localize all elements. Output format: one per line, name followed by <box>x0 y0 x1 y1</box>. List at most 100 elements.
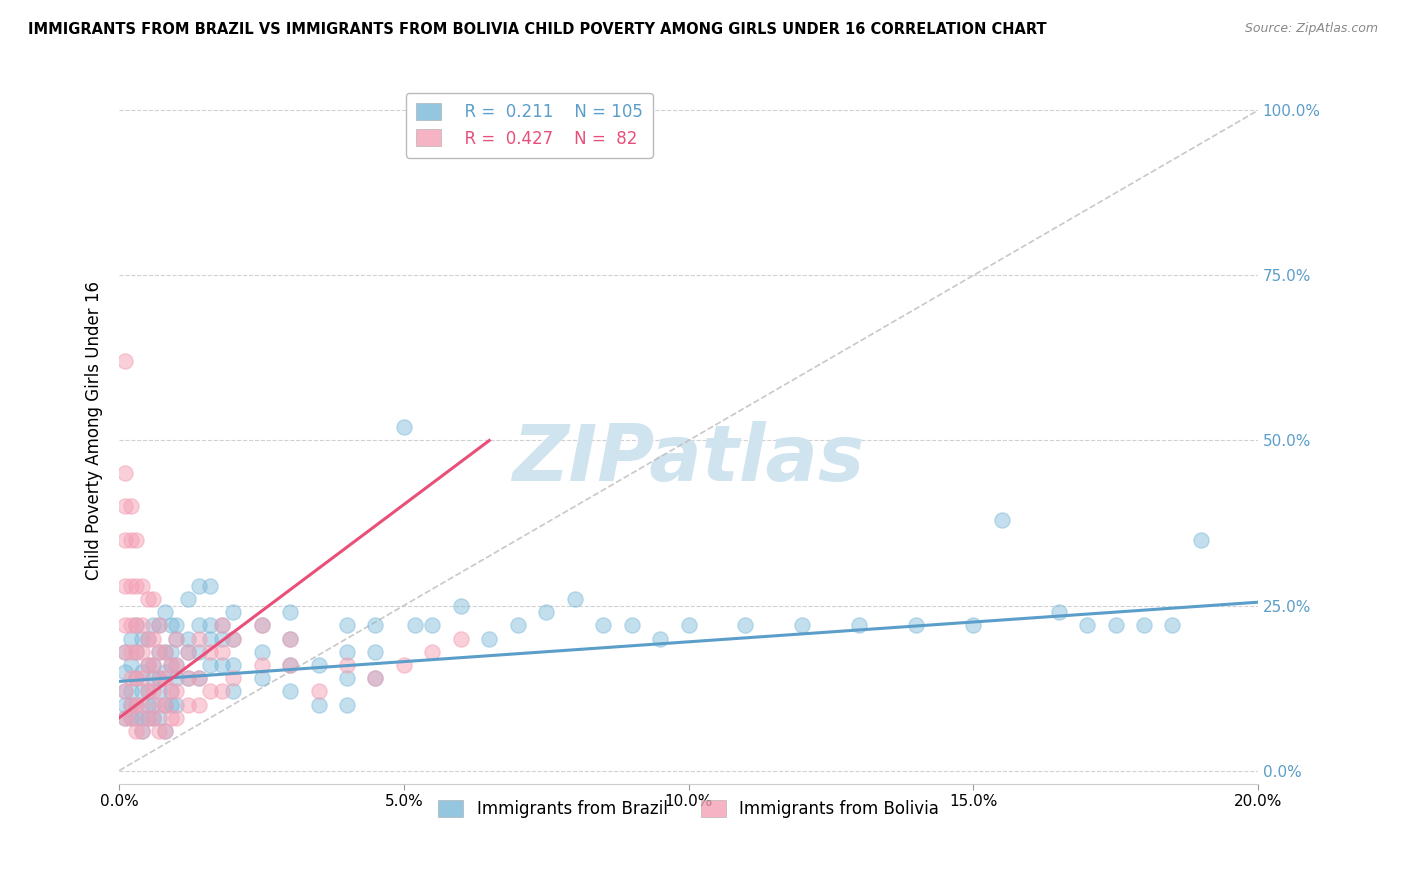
Point <box>176 645 198 659</box>
Point <box>165 632 187 646</box>
Y-axis label: Child Poverty Among Girls Under 16: Child Poverty Among Girls Under 16 <box>86 281 103 580</box>
Point <box>211 657 233 672</box>
Point <box>278 632 301 646</box>
Point <box>120 698 142 712</box>
Point <box>114 684 136 698</box>
Point <box>364 671 387 685</box>
Point <box>142 657 165 672</box>
Point <box>131 698 153 712</box>
Point <box>165 671 187 685</box>
Point <box>592 618 614 632</box>
Point <box>114 684 136 698</box>
Point <box>188 671 211 685</box>
Point <box>120 579 142 593</box>
Point <box>620 618 643 632</box>
Point <box>136 632 159 646</box>
Point <box>222 657 245 672</box>
Point <box>125 618 148 632</box>
Point <box>131 618 153 632</box>
Point <box>120 500 142 514</box>
Point <box>200 632 222 646</box>
Point <box>148 711 170 725</box>
Point <box>278 605 301 619</box>
Point <box>222 605 245 619</box>
Point <box>211 684 233 698</box>
Point <box>125 698 148 712</box>
Point <box>364 645 387 659</box>
Point <box>114 618 136 632</box>
Point <box>142 711 165 725</box>
Point <box>211 618 233 632</box>
Point <box>278 657 301 672</box>
Point <box>136 711 159 725</box>
Text: ZIPatlas: ZIPatlas <box>512 421 865 497</box>
Point <box>131 711 153 725</box>
Legend: Immigrants from Brazil, Immigrants from Bolivia: Immigrants from Brazil, Immigrants from … <box>432 793 946 825</box>
Point <box>188 645 211 659</box>
Point <box>120 645 142 659</box>
Point <box>120 684 142 698</box>
Point <box>176 671 198 685</box>
Point <box>153 605 176 619</box>
Point <box>200 579 222 593</box>
Point <box>114 711 136 725</box>
Point <box>1104 618 1126 632</box>
Point <box>222 632 245 646</box>
Point <box>148 645 170 659</box>
Point <box>211 618 233 632</box>
Point <box>159 645 181 659</box>
Point <box>148 684 170 698</box>
Point <box>114 665 136 679</box>
Point <box>131 632 153 646</box>
Point <box>176 632 198 646</box>
Point <box>165 711 187 725</box>
Point <box>142 698 165 712</box>
Point <box>136 684 159 698</box>
Point <box>142 591 165 606</box>
Point <box>148 671 170 685</box>
Point <box>136 698 159 712</box>
Point <box>120 711 142 725</box>
Point <box>188 579 211 593</box>
Point <box>962 618 984 632</box>
Point <box>159 618 181 632</box>
Point <box>125 579 148 593</box>
Point <box>153 645 176 659</box>
Point <box>114 698 136 712</box>
Point <box>250 671 273 685</box>
Point <box>136 632 159 646</box>
Point <box>153 698 176 712</box>
Point <box>120 671 142 685</box>
Point <box>131 671 153 685</box>
Point <box>422 618 444 632</box>
Point <box>176 645 198 659</box>
Point <box>392 657 415 672</box>
Point <box>136 657 159 672</box>
Point <box>364 671 387 685</box>
Point <box>153 723 176 738</box>
Point <box>114 711 136 725</box>
Point <box>165 618 187 632</box>
Point <box>131 665 153 679</box>
Point <box>200 618 222 632</box>
Point <box>114 354 136 368</box>
Point <box>159 698 181 712</box>
Point <box>153 665 176 679</box>
Point <box>1076 618 1098 632</box>
Point <box>250 645 273 659</box>
Point <box>125 671 148 685</box>
Point <box>734 618 756 632</box>
Point <box>120 657 142 672</box>
Point <box>364 618 387 632</box>
Point <box>188 671 211 685</box>
Point <box>848 618 870 632</box>
Point <box>136 591 159 606</box>
Point <box>125 618 148 632</box>
Point <box>1161 618 1184 632</box>
Point <box>120 533 142 547</box>
Point <box>142 684 165 698</box>
Point <box>536 605 558 619</box>
Point <box>200 684 222 698</box>
Point <box>188 632 211 646</box>
Point <box>142 671 165 685</box>
